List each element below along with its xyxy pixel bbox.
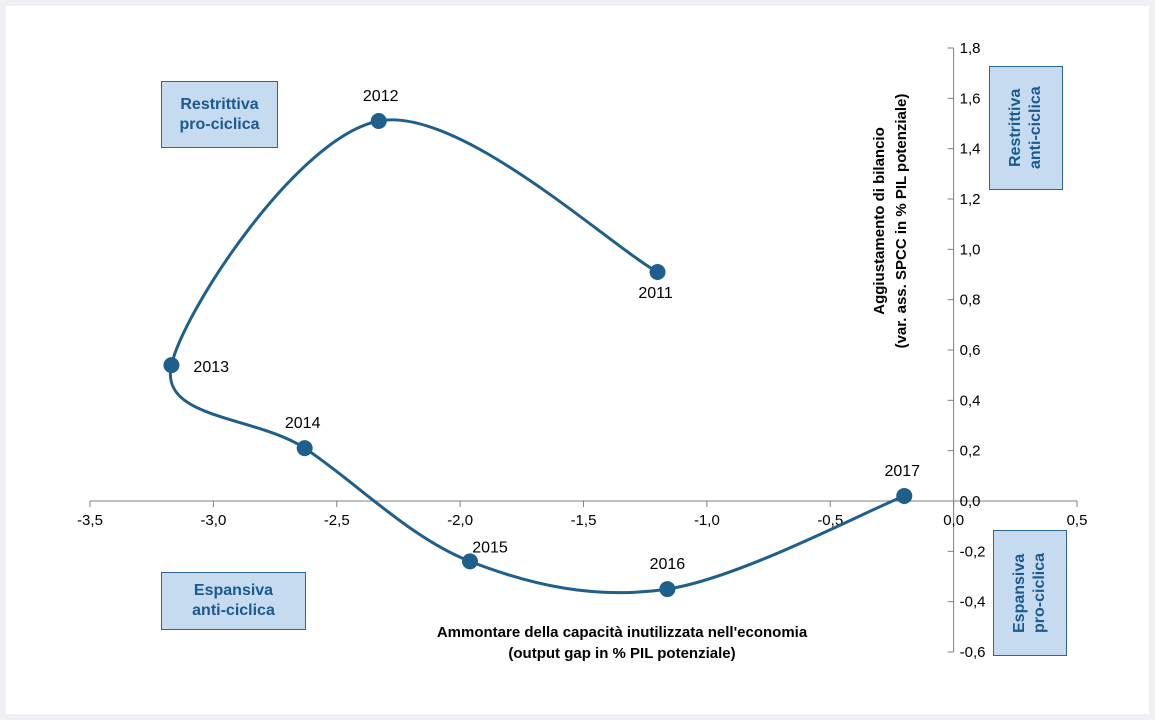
y-tick-label: 1,4: [960, 141, 981, 158]
quadrant-bottom-right-line2: pro-ciclica: [1031, 552, 1048, 634]
data-point-2015: [461, 553, 478, 570]
data-label-2011: 2011: [638, 285, 673, 302]
y-tick-label: 1,6: [960, 90, 981, 107]
data-label-2014: 2014: [285, 415, 321, 432]
quadrant-top-left-line2: pro-ciclica: [179, 115, 260, 133]
data-point-2011: [649, 263, 666, 280]
y-tick-label: 0,4: [960, 392, 981, 409]
quadrant-bottom-left-line2: anti-ciclica: [192, 602, 275, 619]
y-axis-title-line1: Aggiustamento di bilancio: [871, 127, 888, 315]
y-tick-label: 1,0: [960, 241, 981, 258]
y-tick-label: -0,6: [960, 644, 986, 661]
quadrant-bottom-right-line1: Espansiva: [1011, 553, 1028, 633]
x-tick-label: -3,0: [200, 512, 226, 529]
x-tick-label: 0,5: [1067, 512, 1088, 529]
series-line: [168, 118, 905, 595]
data-label-2013: 2013: [193, 359, 229, 376]
quadrant-box-top-left: Restrittiva pro-ciclica: [161, 81, 278, 148]
quadrant-top-left-line1: Restrittiva: [180, 95, 259, 113]
quadrant-box-bottom-right: Espansiva pro-ciclica: [993, 530, 1067, 656]
y-tick-label: -0,2: [960, 543, 986, 560]
chart-panel: -3,5 -3,0 -2,5 -2,0 -1,5 -1,0 -0,5 0,0 0,5 1,8 1,6…: [6, 6, 1149, 714]
data-point-2016: [659, 581, 676, 598]
y-tick-label: 0,6: [960, 342, 981, 359]
quadrant-bottom-left-line1: Espansiva: [193, 582, 274, 599]
quadrant-top-right-line1: Restrittiva: [1007, 88, 1024, 168]
x-tick-label: -2,5: [324, 512, 350, 529]
data-point-2014: [296, 440, 313, 457]
y-tick-label: 1,8: [960, 40, 981, 57]
data-label-2012: 2012: [363, 88, 399, 105]
x-tick-label: -1,5: [571, 512, 597, 529]
y-tick-label: -0,4: [960, 594, 986, 611]
x-tick-label: -0,5: [817, 512, 843, 529]
data-label-2016: 2016: [650, 556, 686, 573]
data-label-2017: 2017: [884, 463, 920, 480]
cyclical-stance-chart: -3,5 -3,0 -2,5 -2,0 -1,5 -1,0 -0,5 0,0 0,5 1,8 1,6…: [77, 40, 1088, 662]
x-axis-title-line1: Ammontare della capacità inutilizzata ne…: [437, 624, 808, 641]
x-tick-label: -3,5: [77, 512, 103, 529]
x-tick-label: 0,0: [943, 512, 964, 529]
x-axis-title-line2: (output gap in % PIL potenziale): [508, 645, 735, 662]
quadrant-top-right-line2: anti-ciclica: [1027, 86, 1044, 170]
y-tick-label: 0,0: [960, 493, 981, 510]
quadrant-box-top-right: Restrittiva anti-ciclica: [989, 66, 1063, 190]
quadrant-box-bottom-left: Espansiva anti-ciclica: [161, 572, 306, 630]
y-tick-label: 1,2: [960, 191, 981, 208]
x-tick-label: -1,0: [694, 512, 720, 529]
data-point-2017: [896, 487, 913, 504]
x-tick-label: -2,0: [447, 512, 473, 529]
y-axis-title-line2: (var. ass. SPCC in % PIL potenziale): [893, 94, 910, 349]
data-point-2012: [370, 112, 387, 129]
data-label-2015: 2015: [472, 539, 508, 556]
y-tick-label: 0,8: [960, 292, 981, 309]
data-point-2013: [163, 357, 180, 374]
y-tick-label: 0,2: [960, 443, 981, 460]
